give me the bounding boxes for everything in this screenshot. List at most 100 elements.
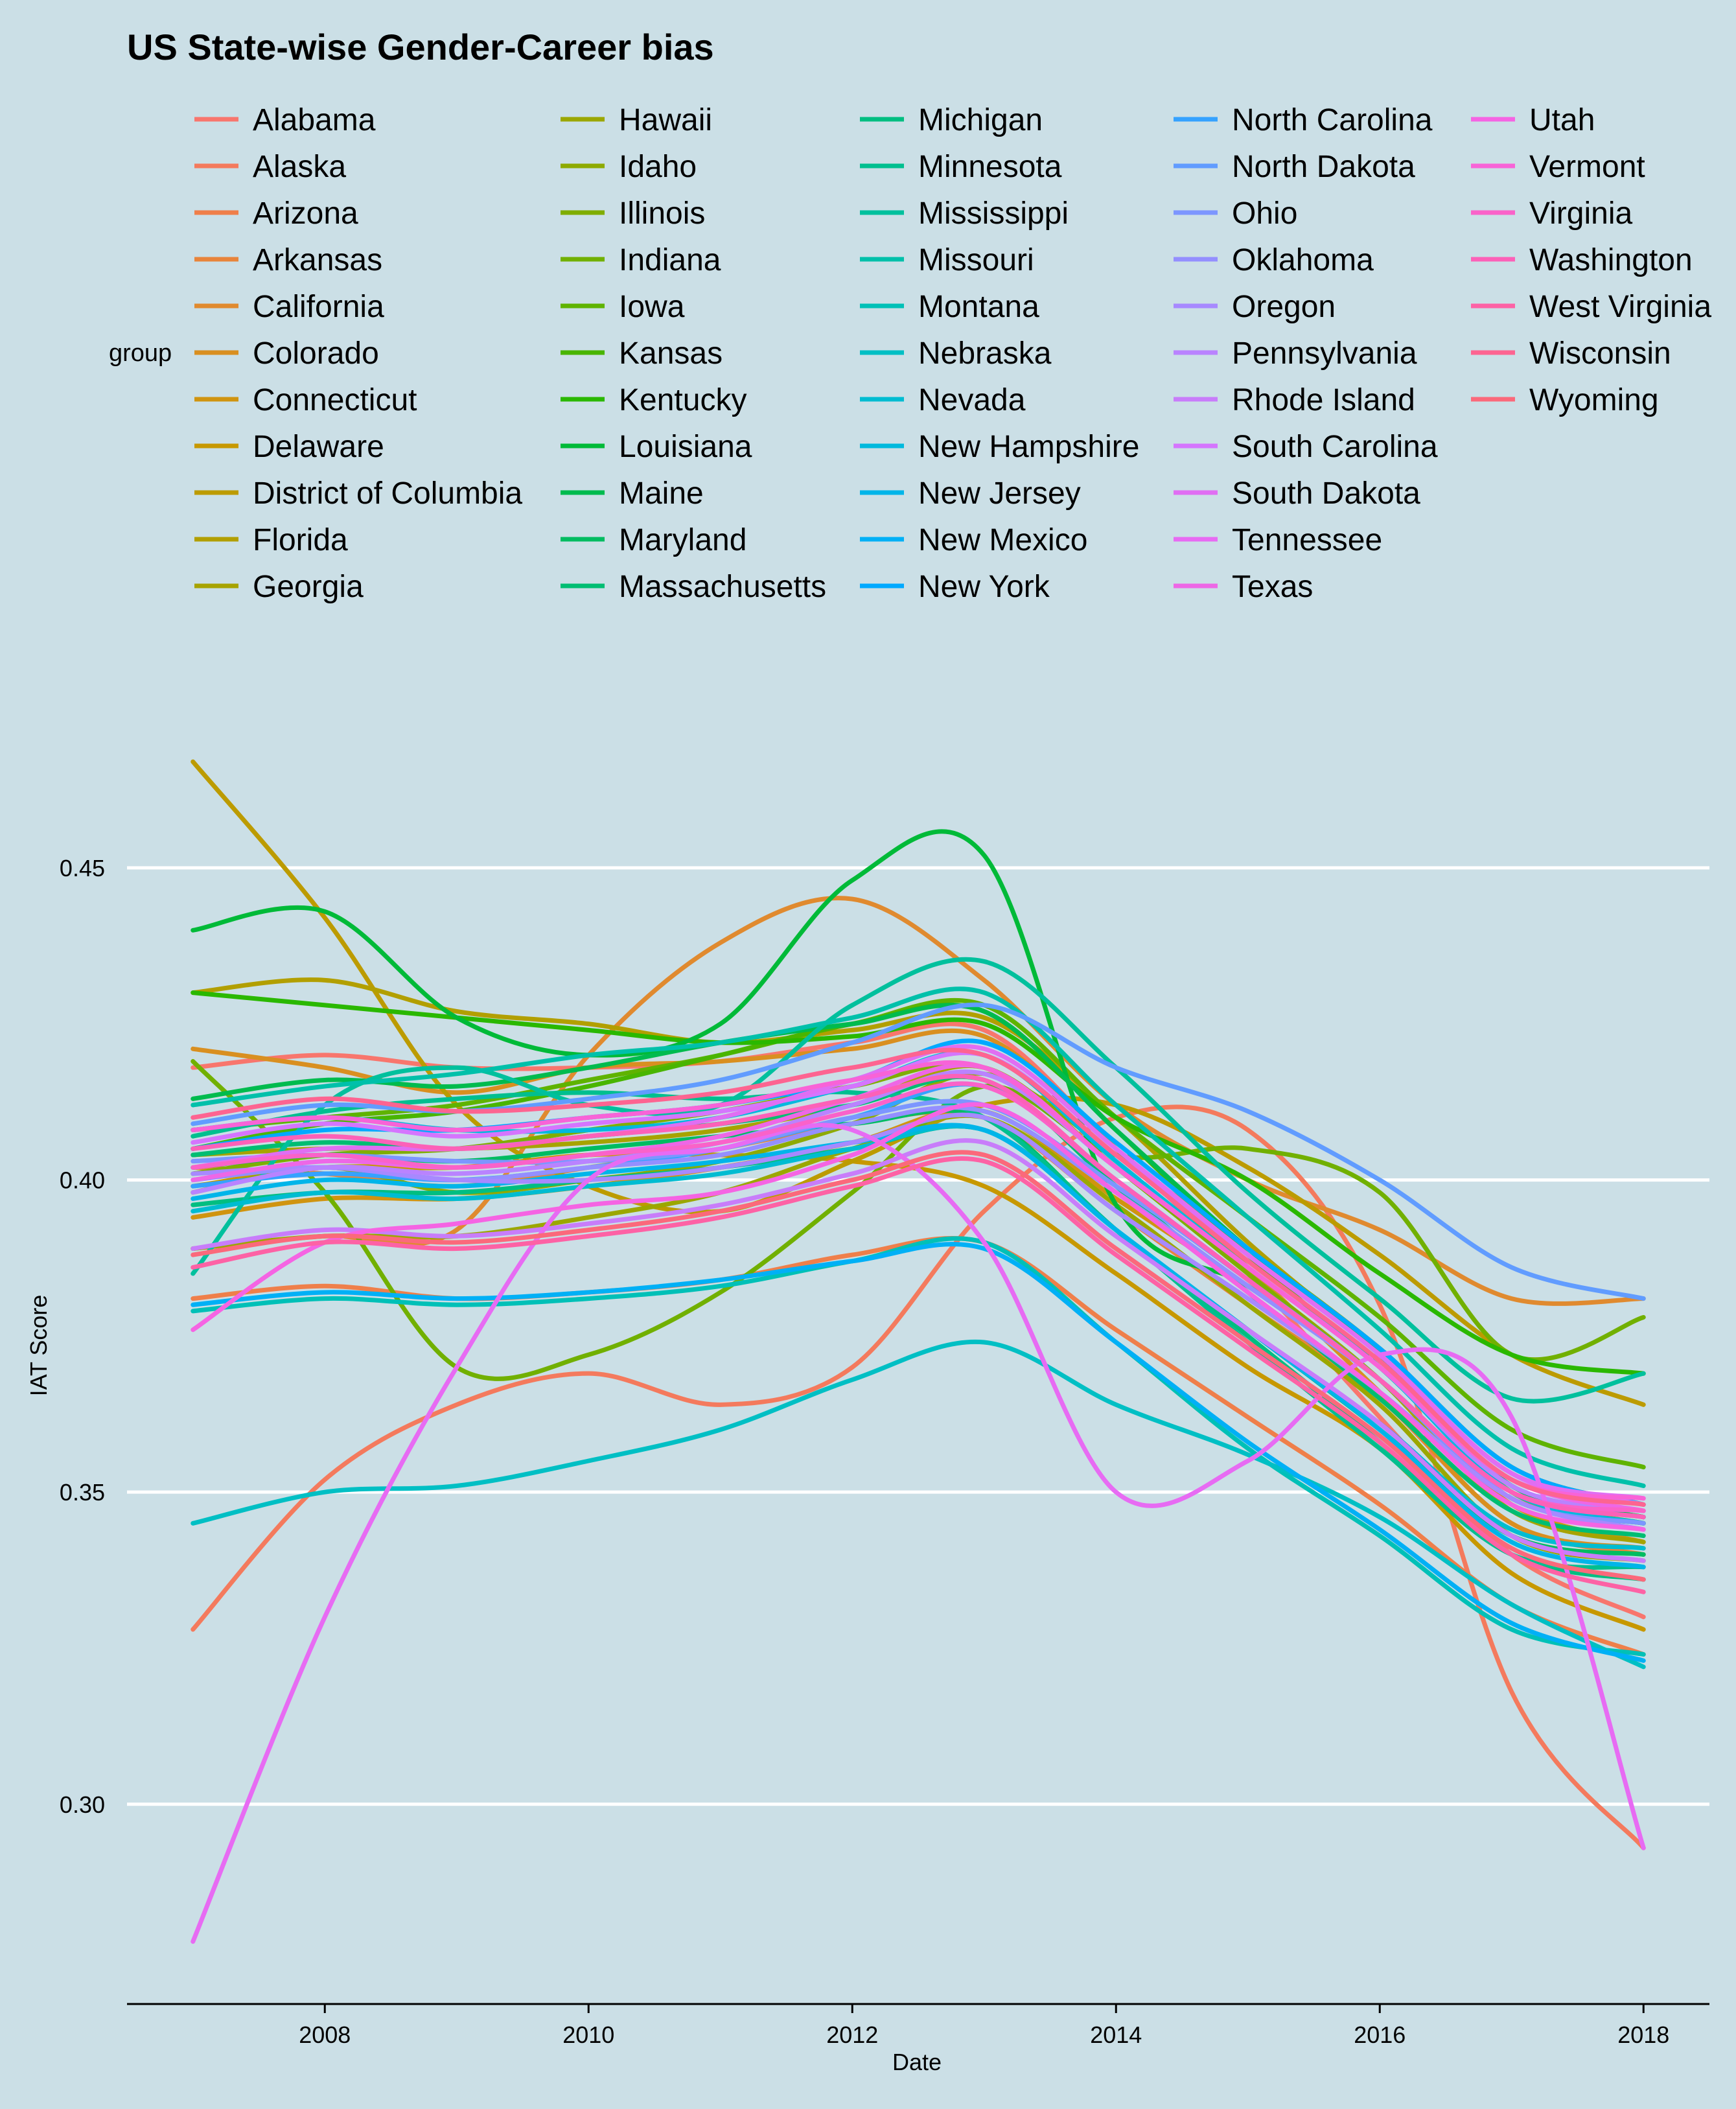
- series-line-montana: [191, 1236, 1646, 1657]
- legend-label: Virginia: [1529, 196, 1633, 231]
- legend-label: Michigan: [918, 103, 1043, 137]
- legend-item-missouri: Missouri: [860, 243, 1034, 277]
- legend-label: South Carolina: [1232, 430, 1438, 464]
- series-line-wyoming: [191, 1150, 1646, 1582]
- legend-item-district-of-columbia: District of Columbia: [194, 476, 522, 511]
- legend-item-alabama: Alabama: [194, 103, 376, 137]
- legend-item-california: California: [194, 290, 384, 324]
- legend-item-new-hampshire: New Hampshire: [860, 430, 1139, 464]
- legend-label: Kansas: [619, 336, 723, 371]
- legend-item-kentucky: Kentucky: [561, 383, 746, 417]
- x-axis: 2008 2010 2012 2014 2016 2018: [127, 2003, 1709, 2048]
- legend-item-rhode-island: Rhode Island: [1174, 383, 1415, 417]
- legend-item-north-dakota: North Dakota: [1174, 150, 1415, 184]
- legend-item-idaho: Idaho: [561, 150, 697, 184]
- y-tick-label: 0.45: [60, 855, 105, 881]
- legend-item-montana: Montana: [860, 290, 1039, 324]
- series-line-rhode-island: [191, 1138, 1646, 1563]
- legend-item-maine: Maine: [561, 476, 704, 511]
- series-line-missouri: [191, 986, 1646, 1489]
- legend-item-nebraska: Nebraska: [860, 336, 1052, 371]
- legend-item-iowa: Iowa: [561, 290, 685, 324]
- legend-label: New York: [918, 570, 1050, 604]
- legend-item-south-dakota: South Dakota: [1174, 476, 1420, 511]
- series-line-mississippi: [191, 957, 1646, 1404]
- legend-item-pennsylvania: Pennsylvania: [1174, 336, 1417, 371]
- x-tick-label: 2010: [562, 2022, 614, 2048]
- legend-label: Oklahoma: [1232, 243, 1374, 277]
- legend-label: New Jersey: [918, 476, 1081, 511]
- legend-item-south-carolina: South Carolina: [1174, 430, 1438, 464]
- legend-label: Nevada: [918, 383, 1026, 417]
- x-tick-label: 2016: [1354, 2022, 1406, 2048]
- x-tick-label: 2012: [826, 2022, 878, 2048]
- legend-label: Colorado: [253, 336, 379, 371]
- legend-item-arizona: Arizona: [194, 196, 358, 231]
- y-tick-label: 0.40: [60, 1167, 105, 1194]
- grid-lines: [127, 866, 1709, 1806]
- legend-label: Florida: [253, 523, 348, 557]
- series-line-wisconsin: [191, 1047, 1646, 1507]
- legend-label: Washington: [1529, 243, 1693, 277]
- series-line-indiana: [191, 1059, 1646, 1381]
- legend-item-vermont: Vermont: [1471, 150, 1645, 184]
- legend-label: Vermont: [1529, 150, 1645, 184]
- legend-label: Nebraska: [918, 336, 1052, 371]
- legend-item-colorado: Colorado: [194, 336, 379, 371]
- legend-label: Montana: [918, 290, 1039, 324]
- legend-item-utah: Utah: [1471, 103, 1595, 137]
- legend-label: Wyoming: [1529, 383, 1659, 417]
- legend-label: Kentucky: [619, 383, 746, 417]
- legend-item-wyoming: Wyoming: [1471, 383, 1659, 417]
- y-tick-label: 0.35: [60, 1479, 105, 1506]
- legend: Alabama Alaska Arizona Arkansas California Co…: [194, 103, 1711, 604]
- legend-item-new-mexico: New Mexico: [860, 523, 1087, 557]
- legend-label: Massachusetts: [619, 570, 826, 604]
- legend-label: West Virginia: [1529, 290, 1711, 324]
- legend-label: Delaware: [253, 430, 384, 464]
- legend-item-wisconsin: Wisconsin: [1471, 336, 1671, 371]
- x-tick-label: 2018: [1617, 2022, 1669, 2048]
- legend-label: Louisiana: [619, 430, 752, 464]
- legend-label: Missouri: [918, 243, 1034, 277]
- legend-item-delaware: Delaware: [194, 430, 384, 464]
- series-line-nebraska: [191, 1339, 1646, 1670]
- legend-item-massachusetts: Massachusetts: [561, 570, 826, 604]
- legend-label: Rhode Island: [1232, 383, 1415, 417]
- plot-lines: [191, 759, 1646, 1944]
- legend-item-arkansas: Arkansas: [194, 243, 382, 277]
- legend-item-texas: Texas: [1174, 570, 1313, 604]
- series-line-kentucky: [191, 990, 1646, 1376]
- x-tick-label: 2014: [1090, 2022, 1142, 2048]
- legend-label: North Carolina: [1232, 103, 1433, 137]
- legend-label: Mississippi: [918, 196, 1069, 231]
- legend-label: Connecticut: [253, 383, 417, 417]
- legend-item-indiana: Indiana: [561, 243, 721, 277]
- series-line-new-jersey: [191, 1123, 1646, 1570]
- legend-label: Texas: [1232, 570, 1313, 604]
- legend-label: Arkansas: [253, 243, 382, 277]
- legend-item-north-carolina: North Carolina: [1174, 103, 1433, 137]
- legend-label: Maine: [619, 476, 704, 511]
- series-line-utah: [191, 1102, 1646, 1532]
- legend-item-alaska: Alaska: [194, 150, 346, 184]
- legend-label: Iowa: [619, 290, 685, 324]
- legend-item-new-jersey: New Jersey: [860, 476, 1081, 511]
- legend-label: Ohio: [1232, 196, 1297, 231]
- legend-label: Alabama: [253, 103, 376, 137]
- legend-item-hawaii: Hawaii: [561, 103, 712, 137]
- legend-label: Pennsylvania: [1232, 336, 1417, 371]
- series-line-vermont: [191, 1060, 1646, 1501]
- legend-label: Illinois: [619, 196, 705, 231]
- y-axis: 0.30 0.35 0.40 0.45: [60, 855, 105, 1818]
- series-line-new-mexico: [191, 1242, 1646, 1663]
- legend-item-new-york: New York: [860, 570, 1050, 604]
- series-line-washington: [191, 1073, 1646, 1520]
- legend-item-maryland: Maryland: [561, 523, 746, 557]
- legend-label: Maryland: [619, 523, 746, 557]
- x-tick-label: 2008: [299, 2022, 351, 2048]
- legend-item-west-virginia: West Virginia: [1471, 290, 1711, 324]
- legend-label: Oregon: [1232, 290, 1336, 324]
